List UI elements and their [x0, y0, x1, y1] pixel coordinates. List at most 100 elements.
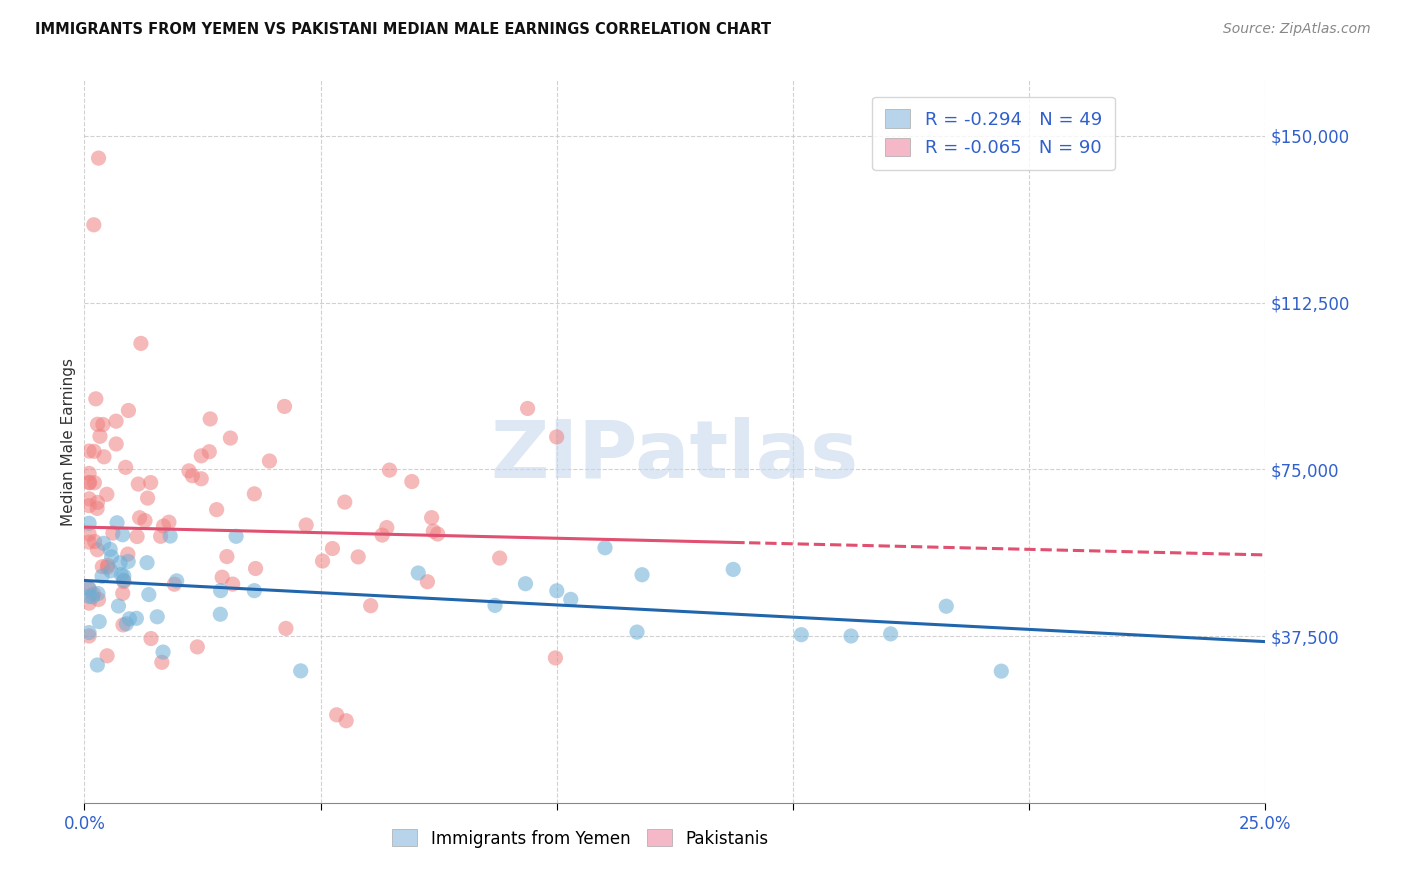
Point — [626, 625, 648, 640]
Point — [243, 583, 266, 598]
Point — [93, 536, 115, 550]
Point — [935, 599, 957, 614]
Point — [105, 516, 128, 530]
Point — [87, 151, 110, 165]
Point — [86, 495, 108, 509]
Point — [159, 529, 181, 543]
Point — [82, 590, 104, 604]
Point — [77, 467, 100, 481]
Point — [321, 541, 343, 556]
Legend: Immigrants from Yemen, Pakistanis: Immigrants from Yemen, Pakistanis — [384, 821, 776, 856]
Point — [77, 499, 100, 513]
Point — [186, 640, 208, 654]
Point — [420, 510, 443, 524]
Point — [325, 707, 347, 722]
Point — [96, 648, 118, 663]
Point — [150, 656, 173, 670]
Point — [215, 549, 238, 564]
Point — [111, 586, 134, 600]
Point — [311, 554, 333, 568]
Point — [181, 468, 204, 483]
Point — [91, 417, 114, 432]
Point — [152, 645, 174, 659]
Point — [273, 400, 295, 414]
Point — [100, 564, 122, 578]
Point — [295, 518, 318, 533]
Point — [243, 487, 266, 501]
Point — [101, 526, 124, 541]
Point — [190, 449, 212, 463]
Point — [83, 475, 105, 490]
Point — [112, 574, 135, 588]
Point — [516, 401, 538, 416]
Point — [77, 516, 100, 531]
Text: ZIPatlas: ZIPatlas — [491, 417, 859, 495]
Point — [990, 664, 1012, 678]
Point — [139, 632, 162, 646]
Point — [211, 570, 233, 584]
Point — [77, 625, 100, 640]
Point — [87, 586, 110, 600]
Point — [544, 651, 567, 665]
Point — [360, 599, 382, 613]
Point — [152, 519, 174, 533]
Point — [347, 549, 370, 564]
Point — [91, 569, 114, 583]
Point — [790, 628, 813, 642]
Point — [77, 582, 100, 596]
Point — [128, 510, 150, 524]
Point — [546, 430, 568, 444]
Point — [139, 475, 162, 490]
Point — [245, 561, 267, 575]
Point — [205, 502, 228, 516]
Point — [375, 520, 398, 534]
Point — [515, 576, 537, 591]
Point — [166, 574, 188, 588]
Point — [221, 577, 243, 591]
Point — [138, 588, 160, 602]
Y-axis label: Median Male Earnings: Median Male Earnings — [60, 358, 76, 525]
Point — [177, 464, 200, 478]
Point — [77, 444, 100, 458]
Point — [100, 549, 122, 564]
Point — [136, 556, 159, 570]
Point — [91, 559, 114, 574]
Point — [198, 412, 221, 426]
Point — [546, 583, 568, 598]
Point — [77, 596, 100, 610]
Point — [110, 567, 132, 582]
Point — [371, 528, 394, 542]
Point — [86, 417, 108, 432]
Point — [83, 444, 105, 458]
Point — [79, 475, 101, 490]
Point — [77, 629, 100, 643]
Point — [83, 218, 105, 232]
Point — [484, 599, 506, 613]
Point — [134, 514, 156, 528]
Point — [136, 491, 159, 505]
Text: Source: ZipAtlas.com: Source: ZipAtlas.com — [1223, 22, 1371, 37]
Point — [129, 336, 152, 351]
Point — [86, 658, 108, 673]
Point — [127, 477, 149, 491]
Point — [117, 547, 139, 561]
Point — [87, 592, 110, 607]
Point — [96, 487, 118, 501]
Point — [93, 450, 115, 464]
Point — [378, 463, 401, 477]
Point — [190, 472, 212, 486]
Point — [149, 529, 172, 543]
Point — [89, 429, 111, 443]
Point — [112, 574, 135, 589]
Point — [560, 592, 582, 607]
Point — [198, 444, 221, 458]
Point — [259, 454, 281, 468]
Point — [96, 560, 118, 574]
Point — [84, 392, 107, 406]
Point — [114, 460, 136, 475]
Point — [98, 542, 121, 557]
Point — [117, 554, 139, 568]
Point — [105, 437, 128, 451]
Point — [426, 527, 449, 541]
Point — [105, 414, 128, 428]
